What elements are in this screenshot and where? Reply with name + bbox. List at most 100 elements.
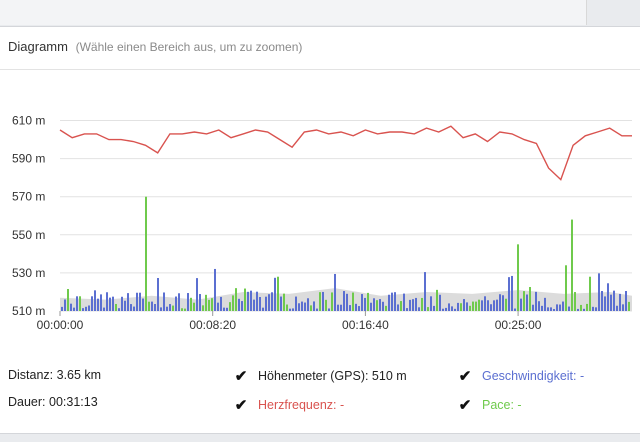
pace-bar — [586, 303, 588, 311]
speed-bar — [214, 268, 216, 311]
activity-chart[interactable]: 610 m 590 m 570 m 550 m 530 m 510 m00:00:00 00… — [0, 27, 640, 337]
pace-bar — [376, 300, 378, 311]
speed-bar — [391, 292, 393, 311]
legend-heartrate-label: Herzfrequenz: - — [258, 398, 345, 412]
speed-bar — [442, 308, 444, 311]
speed-bar — [511, 275, 513, 311]
speed-bar — [82, 308, 84, 311]
speed-bar — [250, 290, 252, 311]
speed-bar — [394, 292, 396, 311]
pace-bar — [367, 292, 369, 311]
speed-bar — [313, 301, 315, 311]
speed-bar — [256, 291, 258, 311]
speed-bar — [307, 298, 309, 311]
legend-speed[interactable]: ✔ Geschwindigkeit: - — [456, 367, 584, 385]
checkmark-icon[interactable]: ✔ — [458, 397, 472, 414]
pace-bar — [574, 292, 576, 311]
speed-bar — [490, 304, 492, 311]
speed-bar — [481, 300, 483, 311]
pace-bar — [235, 288, 237, 311]
speed-bar — [496, 299, 498, 311]
panel-title: Diagramm (Wähle einen Bereich aus, um zu… — [8, 39, 302, 54]
speed-bar — [268, 294, 270, 311]
checkmark-icon[interactable]: ✔ — [234, 397, 248, 414]
x-tick-label: 00:16:40 — [342, 318, 389, 332]
speed-bar — [349, 305, 351, 311]
chart-panel: Diagramm (Wähle einen Bereich aus, um zu… — [0, 27, 640, 433]
speed-bar — [445, 307, 447, 311]
speed-bar — [169, 304, 171, 311]
pace-bar — [421, 297, 423, 311]
speed-bar — [370, 302, 372, 311]
speed-bar — [280, 296, 282, 311]
legend-elevation[interactable]: ✔ Höhenmeter (GPS): 510 m — [232, 367, 407, 385]
speed-bar — [514, 308, 516, 311]
pace-bar — [181, 308, 183, 311]
speed-bar — [166, 306, 168, 311]
legend-heartrate[interactable]: ✔ Herzfrequenz: - — [232, 396, 344, 414]
speed-bar — [175, 296, 177, 311]
speed-bar — [583, 308, 585, 311]
pace-bar — [190, 297, 192, 311]
pace-bar — [172, 305, 174, 311]
legend-pace[interactable]: ✔ Pace: - — [456, 396, 522, 414]
pace-bar — [571, 219, 573, 311]
speed-bar — [526, 294, 528, 311]
speed-bar — [553, 309, 555, 311]
speed-bar — [253, 299, 255, 311]
top-toolbar-inner — [0, 0, 587, 25]
pace-bar — [475, 301, 477, 311]
speed-bar — [337, 304, 339, 311]
pace-bar — [523, 291, 525, 311]
pace-bar — [352, 292, 354, 311]
speed-bar — [100, 294, 102, 311]
speed-bar — [94, 290, 96, 311]
speed-bar — [274, 277, 276, 311]
y-tick-label: 510 m — [12, 304, 45, 318]
speed-bar — [448, 303, 450, 311]
speed-bar — [289, 308, 291, 311]
speed-bar — [259, 296, 261, 311]
pace-bar — [427, 307, 429, 311]
speed-bar — [61, 306, 63, 311]
pace-bar — [589, 276, 591, 311]
speed-bar — [418, 307, 420, 311]
speed-bar — [592, 306, 594, 311]
pace-bar — [244, 288, 246, 311]
speed-bar — [130, 304, 132, 311]
pace-bar — [145, 196, 147, 311]
speed-bar — [595, 307, 597, 311]
panel-title-text: Diagramm — [8, 39, 68, 54]
speed-bar — [415, 297, 417, 311]
speed-bar — [493, 300, 495, 311]
speed-bar — [484, 296, 486, 311]
speed-bar — [547, 307, 549, 311]
checkmark-icon[interactable]: ✔ — [458, 368, 472, 385]
pace-bar — [67, 289, 69, 311]
speed-bar — [409, 299, 411, 311]
speed-bar — [430, 296, 432, 311]
pace-bar — [469, 305, 471, 311]
heartrate-line — [59, 125, 632, 181]
speed-bar — [127, 293, 129, 311]
speed-bar — [499, 294, 501, 311]
speed-bar — [88, 305, 90, 311]
speed-bar — [622, 304, 624, 311]
speed-bar — [604, 296, 606, 311]
speed-bar — [439, 294, 441, 311]
panel-header: Diagramm (Wähle einen Bereich aus, um zu… — [0, 27, 640, 70]
pace-bar — [202, 305, 204, 311]
speed-bar — [85, 306, 87, 311]
speed-bar — [538, 301, 540, 311]
distance-stat: Distanz: 3.65 km — [8, 368, 102, 382]
speed-bar — [355, 303, 357, 311]
speed-bar — [238, 298, 240, 311]
checkmark-icon[interactable]: ✔ — [234, 368, 248, 385]
speed-bar — [328, 308, 330, 311]
speed-bar — [364, 297, 366, 311]
speed-bar — [316, 308, 318, 311]
speed-bar — [295, 296, 297, 311]
duration-stat: Dauer: 00:31:13 — [8, 395, 98, 409]
speed-bar — [322, 291, 324, 311]
speed-bar — [466, 302, 468, 311]
